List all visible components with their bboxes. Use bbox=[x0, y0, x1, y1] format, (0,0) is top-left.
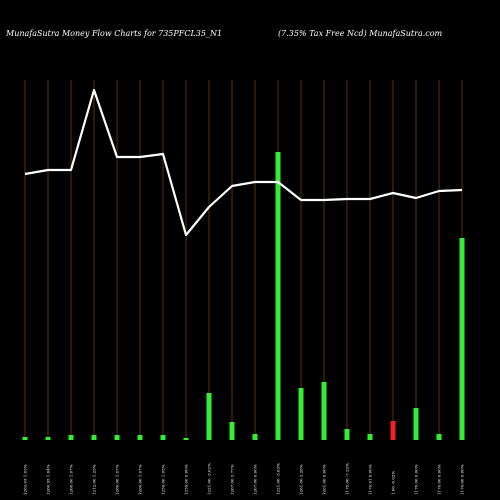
bar bbox=[275, 152, 281, 440]
x-tick-label: 1170.00 0.00% bbox=[414, 464, 419, 495]
x-tick-label: 1212.00 1.23% bbox=[92, 464, 97, 495]
x-tick-label: 1260.00 1.07% bbox=[115, 464, 120, 495]
bar bbox=[206, 393, 212, 440]
bar bbox=[137, 435, 143, 440]
bar bbox=[390, 421, 396, 440]
bar bbox=[413, 408, 419, 440]
x-tick-label: 1267.00 3.77% bbox=[230, 464, 235, 495]
bar bbox=[252, 434, 258, 440]
chart-subtitle: (7.35% Tax Free Ncd) MunafaSutra.com bbox=[278, 29, 443, 38]
bar bbox=[45, 437, 51, 440]
bar bbox=[367, 434, 373, 440]
x-tick-label: 1259.00 0.00% bbox=[184, 464, 189, 495]
bar bbox=[160, 435, 166, 440]
chart-title: MunafaSutra Money Flow Charts for 735PFC… bbox=[5, 29, 222, 38]
bar bbox=[68, 435, 74, 440]
x-tick-label: 1261.00 0.00% bbox=[322, 464, 327, 495]
x-tick-label: 1170.00 0.00% bbox=[437, 464, 442, 495]
x-tick-label: 1267.00 0.00% bbox=[253, 464, 258, 495]
x-tick-label: 1221.00 -3.63% bbox=[276, 463, 281, 495]
x-tick-label: 1260.00 1.07% bbox=[69, 464, 74, 495]
bar bbox=[298, 388, 304, 440]
x-tick-label: 1221.00 -3.02% bbox=[207, 463, 212, 495]
bar bbox=[114, 435, 120, 440]
x-tick-label: 1170.01 0.00% bbox=[368, 464, 373, 495]
price-line bbox=[24, 88, 463, 237]
bar bbox=[436, 434, 442, 440]
x-tick-label: 1259.00 1.05% bbox=[161, 464, 166, 495]
x-tick-label: 1260.00 1.07% bbox=[138, 464, 143, 495]
bar bbox=[321, 382, 327, 440]
x-tick-label: 1261.00 3.28% bbox=[299, 464, 304, 495]
x-tick-label: 1170.00 0.00% bbox=[460, 464, 465, 495]
bar bbox=[22, 437, 28, 440]
x-tick-label: 1262.05 1.03% bbox=[23, 464, 28, 495]
bar bbox=[183, 438, 189, 440]
x-tick-label: 1260.95 1.04% bbox=[46, 464, 51, 495]
bar bbox=[229, 422, 235, 440]
x-tick-label: 1170.00 -7.22% bbox=[345, 463, 350, 495]
bar bbox=[344, 429, 350, 440]
x-tick-label: 1.00 -0.02% bbox=[391, 471, 396, 495]
bar bbox=[91, 435, 97, 440]
bar bbox=[459, 238, 465, 440]
